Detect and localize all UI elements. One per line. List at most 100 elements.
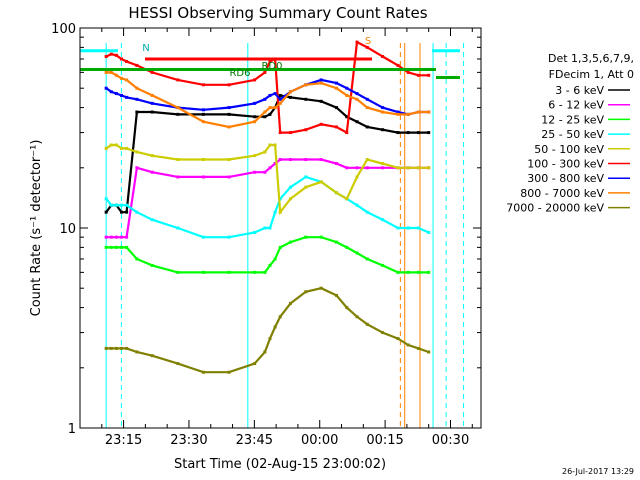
series-point-4: [104, 146, 108, 150]
series-point-7: [278, 101, 282, 105]
series-point-2: [135, 257, 139, 261]
series-point-4: [288, 197, 292, 201]
plot-area: N RD0 RD6 S: [80, 36, 465, 428]
series-point-7: [176, 106, 180, 110]
legend-entry-label: 12 - 25 keV: [541, 113, 604, 126]
series-point-6: [201, 108, 205, 112]
series-point-1: [120, 235, 124, 239]
series-line-8: [106, 287, 430, 374]
series-point-5: [227, 83, 231, 87]
series-point-6: [150, 101, 154, 105]
series-point-3: [396, 226, 400, 230]
series-point-7: [253, 120, 257, 124]
series-point-5: [135, 63, 139, 67]
series-point-8: [335, 293, 339, 297]
series-point-4: [227, 158, 231, 162]
series-point-3: [176, 226, 180, 230]
series-point-7: [104, 70, 108, 74]
series-point-7: [263, 110, 267, 114]
series-point-2: [381, 263, 385, 267]
x-tick-label: 23:45: [236, 433, 273, 448]
series-point-7: [304, 83, 308, 87]
series-point-7: [268, 106, 272, 110]
series-point-7: [135, 86, 139, 90]
series-point-6: [114, 92, 118, 96]
legend: Det 1,3,5,6,7,9, FDecim 1, Att 0 3 - 6 k…: [506, 52, 634, 215]
series-point-4: [355, 175, 359, 179]
series-point-5: [381, 55, 385, 59]
series-point-0: [355, 120, 359, 124]
y-tick-label: 100: [51, 22, 76, 37]
series-point-8: [125, 346, 129, 350]
series-point-4: [135, 150, 139, 154]
series-point-5: [427, 73, 431, 77]
series-point-1: [381, 166, 385, 170]
annotation-label: RD0: [261, 61, 282, 72]
series-point-4: [396, 166, 400, 170]
series-point-0: [135, 110, 139, 114]
series-point-8: [114, 346, 118, 350]
series-point-5: [104, 55, 108, 59]
series-point-3: [263, 226, 267, 230]
series-point-4: [125, 146, 129, 150]
series-point-7: [355, 97, 359, 101]
series-point-6: [381, 106, 385, 110]
series-point-6: [120, 93, 124, 97]
series-point-6: [104, 86, 108, 90]
series-point-1: [345, 166, 349, 170]
series-point-3: [304, 175, 308, 179]
series-point-8: [288, 301, 292, 305]
series-point-2: [416, 270, 420, 274]
series-point-0: [345, 115, 349, 119]
series-point-5: [406, 70, 410, 74]
series-point-5: [288, 131, 292, 135]
series-point-8: [381, 331, 385, 335]
series-point-4: [345, 197, 349, 201]
axes: 23:15 23:30 23:45 00:00 00:15 00:30 1 10 100: [51, 22, 481, 448]
series-point-6: [319, 78, 323, 82]
series-point-5: [120, 57, 124, 61]
series-point-5: [253, 78, 257, 82]
series-point-2: [125, 245, 129, 249]
y-tick-label: 1: [68, 422, 76, 437]
series-point-3: [104, 197, 108, 201]
series-point-8: [268, 337, 272, 341]
series-point-2: [104, 245, 108, 249]
series-point-6: [396, 110, 400, 114]
series-point-3: [268, 226, 272, 230]
x-tick-label: 00:15: [366, 433, 403, 448]
series-point-5: [150, 70, 154, 74]
series-point-8: [273, 325, 277, 329]
series-point-6: [273, 92, 277, 96]
series-point-2: [345, 245, 349, 249]
series-point-6: [263, 97, 267, 101]
series-point-8: [278, 315, 282, 319]
series-point-4: [273, 143, 277, 147]
series-point-4: [335, 191, 339, 195]
series-point-2: [227, 270, 231, 274]
series-point-1: [268, 166, 272, 170]
series-point-8: [304, 290, 308, 294]
series-point-1: [319, 158, 323, 162]
series-point-3: [135, 210, 139, 214]
series-point-8: [201, 370, 205, 374]
y-tick-label: 10: [59, 222, 76, 237]
series-point-4: [120, 146, 124, 150]
series-point-2: [406, 270, 410, 274]
footer-timestamp: 26-Jul-2017 13:29: [562, 467, 634, 476]
series-point-8: [227, 370, 231, 374]
series-point-7: [288, 90, 292, 94]
series-point-2: [427, 270, 431, 274]
series-point-3: [365, 210, 369, 214]
legend-header-line-2: FDecim 1, Att 0: [549, 68, 634, 81]
series-point-2: [114, 245, 118, 249]
series-point-2: [304, 235, 308, 239]
series-point-0: [396, 131, 400, 135]
y-axis-label: Count Rate (s⁻¹ detector⁻¹): [29, 140, 44, 317]
series-point-1: [104, 235, 108, 239]
series-line-2: [106, 236, 429, 274]
series-point-0: [406, 131, 410, 135]
series-point-4: [201, 158, 205, 162]
series-line-5: [105, 40, 429, 135]
